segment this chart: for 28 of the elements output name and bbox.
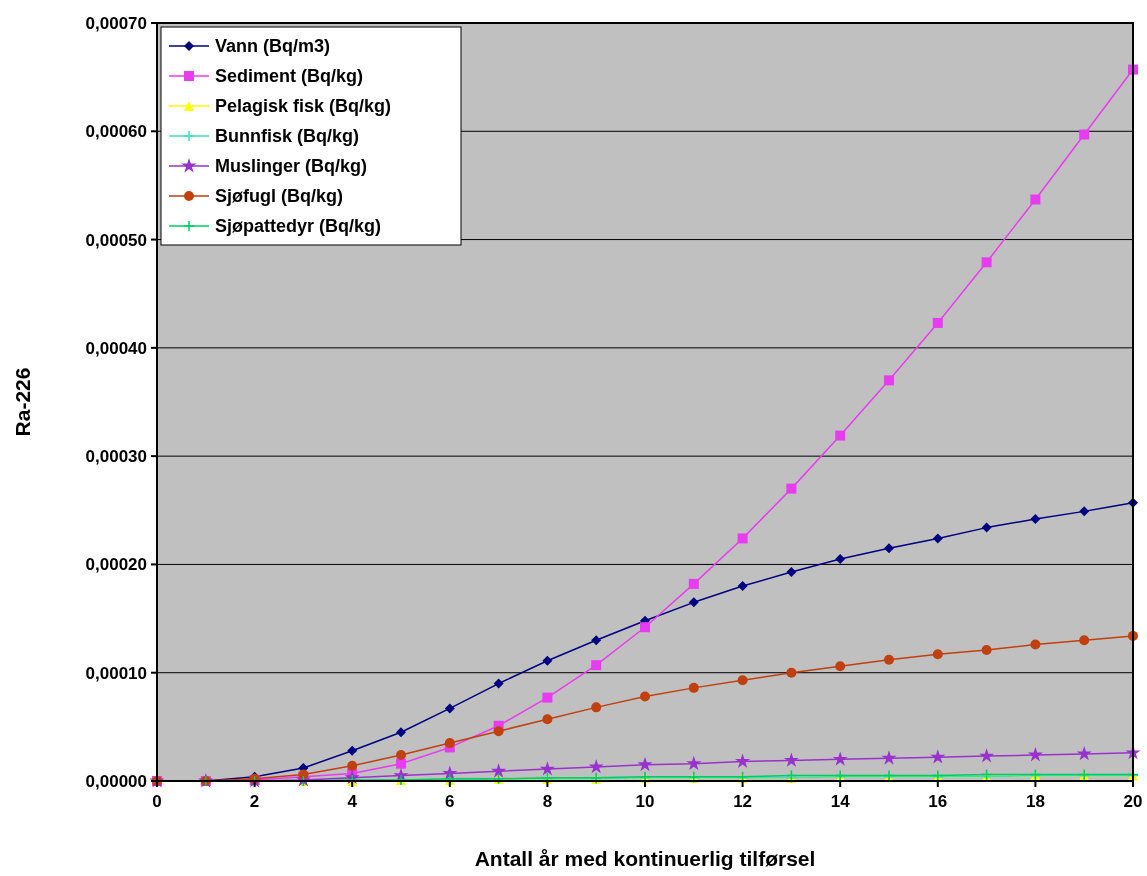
x-tick-label: 14 (830, 792, 851, 811)
x-tick-label: 18 (1025, 792, 1045, 811)
legend-label: Bunnfisk (Bq/kg) (215, 126, 359, 146)
y-tick-label: 0,00020 (85, 555, 147, 575)
x-tick-label: 0 (152, 792, 162, 811)
y-tick-label: 0,00070 (85, 14, 147, 33)
legend-label: Sjøfugl (Bq/kg) (215, 186, 343, 206)
legend-label: Sediment (Bq/kg) (215, 66, 364, 86)
x-tick-label: 8 (542, 792, 553, 811)
y-tick-label: 0,00030 (85, 447, 147, 467)
legend-label: Muslinger (Bq/kg) (215, 156, 367, 176)
y-tick-label: 0,00010 (85, 663, 147, 683)
x-tick-label: 16 (928, 792, 948, 811)
x-tick-label: 10 (635, 792, 655, 811)
x-tick-label: 2 (249, 792, 260, 811)
x-axis-title: Antall år med kontinuerlig tilførsel (474, 847, 816, 870)
y-tick-label: 0,00060 (85, 122, 147, 142)
y-tick-label: 0,00040 (85, 338, 147, 358)
legend-label: Vann (Bq/m3) (215, 36, 331, 56)
x-tick-label: 4 (347, 792, 358, 811)
legend-label: Pelagisk fisk (Bq/kg) (215, 96, 392, 116)
y-tick-label: 0,00050 (85, 230, 147, 250)
y-axis-title: Ra-226 (11, 367, 34, 437)
x-tick-label: 20 (1123, 792, 1143, 811)
x-tick-label: 12 (733, 792, 753, 811)
y-tick-label: 0,00000 (85, 772, 147, 791)
x-tick-label: 6 (445, 792, 455, 811)
legend-label: Sjøpattedyr (Bq/kg) (215, 216, 382, 236)
